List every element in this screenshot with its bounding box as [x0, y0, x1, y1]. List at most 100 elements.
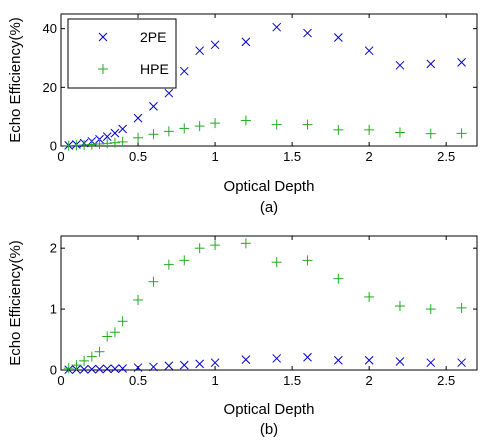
- data-point-hpe: [71, 360, 82, 371]
- data-point-2pe: [272, 354, 282, 363]
- data-point-2pe: [457, 58, 466, 67]
- data-point-hpe: [425, 304, 436, 315]
- data-point-2pe: [426, 358, 436, 368]
- data-point-2pe: [210, 40, 220, 50]
- x-tick-label: 1: [211, 373, 218, 388]
- data-point-2pe: [210, 358, 220, 368]
- data-point-2pe: [395, 357, 405, 366]
- data-point-hpe: [86, 351, 97, 362]
- data-point-hpe: [425, 128, 436, 139]
- x-tick-label: 2.5: [437, 373, 455, 388]
- data-point-hpe: [86, 139, 97, 150]
- data-point-hpe: [210, 118, 221, 129]
- data-point-2pe: [118, 124, 127, 134]
- data-point-2pe: [95, 364, 104, 374]
- data-point-2pe: [110, 364, 120, 374]
- data-point-hpe: [163, 126, 174, 137]
- x-tick-label: 1: [211, 149, 218, 164]
- panel-caption: (a): [260, 199, 278, 216]
- y-tick-label: 40: [43, 21, 57, 36]
- data-point-hpe: [194, 243, 205, 254]
- data-point-hpe: [394, 127, 405, 138]
- data-point-hpe: [179, 255, 190, 266]
- data-point-2pe: [110, 128, 120, 138]
- data-point-hpe: [109, 137, 120, 148]
- data-point-2pe: [426, 59, 436, 69]
- x-axis-label: Optical Depth: [224, 401, 315, 418]
- data-point-2pe: [272, 22, 282, 32]
- legend-box: [67, 18, 177, 89]
- x-tick-label: 2: [366, 149, 373, 164]
- data-point-2pe: [179, 66, 189, 76]
- data-point-2pe: [179, 360, 189, 370]
- y-tick-label: 2: [50, 241, 57, 256]
- y-axis-label: Echo Efficiency(%): [7, 240, 24, 366]
- data-point-hpe: [94, 138, 105, 149]
- data-point-hpe: [333, 273, 344, 284]
- data-point-2pe: [195, 46, 205, 56]
- y-tick-label: 1: [50, 302, 57, 317]
- data-point-2pe: [395, 60, 405, 70]
- data-point-2pe: [102, 132, 112, 141]
- data-point-hpe: [79, 140, 90, 151]
- data-point-hpe: [240, 238, 251, 249]
- data-point-hpe: [163, 259, 174, 270]
- data-point-2pe: [149, 362, 158, 372]
- legend-label-hpe: HPE: [140, 61, 169, 77]
- series-hpe: [63, 238, 467, 374]
- data-point-2pe: [333, 355, 343, 365]
- data-point-hpe: [148, 129, 159, 140]
- data-point-hpe: [333, 124, 344, 135]
- data-point-hpe: [179, 123, 190, 134]
- x-tick-label: 1.5: [283, 373, 301, 388]
- data-point-hpe: [102, 138, 113, 149]
- data-point-2pe: [333, 33, 343, 42]
- x-tick-label: 0.5: [129, 149, 147, 164]
- x-tick-label: 2: [366, 373, 373, 388]
- data-point-2pe: [364, 46, 374, 56]
- plot-area-frame: [60, 235, 478, 371]
- data-point-2pe: [102, 364, 112, 374]
- data-point-hpe: [302, 255, 313, 266]
- x-tick-label: 1.5: [283, 149, 301, 164]
- data-point-2pe: [364, 355, 374, 365]
- data-point-hpe: [456, 128, 467, 139]
- chart-panel-a: 0 0.5 1 1.5 2 2.5 0 20 40 Optical Depth (a) Echo Ef…: [7, 13, 478, 216]
- data-point-hpe: [271, 119, 282, 130]
- data-point-hpe: [117, 316, 128, 327]
- data-point-hpe: [271, 257, 282, 268]
- data-point-2pe: [133, 113, 143, 123]
- data-point-2pe: [457, 358, 466, 368]
- data-point-hpe: [394, 301, 405, 312]
- y-tick-label: 0: [50, 363, 57, 378]
- chart-panel-b: 0 0.5 1 1.5 2 2.5 0 1 2 Optical Depth (b) Echo Effi…: [7, 235, 478, 438]
- data-point-2pe: [133, 363, 143, 372]
- x-tick-label: 0: [57, 373, 64, 388]
- data-point-hpe: [102, 331, 113, 342]
- data-point-hpe: [117, 136, 128, 147]
- data-point-hpe: [302, 119, 313, 130]
- data-point-hpe: [456, 302, 467, 313]
- data-point-2pe: [118, 364, 127, 373]
- data-point-hpe: [109, 327, 120, 338]
- data-point-hpe: [210, 240, 221, 251]
- x-tick-label: 0: [57, 149, 64, 164]
- data-point-hpe: [79, 355, 90, 366]
- y-tick-label: 0: [50, 139, 57, 154]
- legend: 2PE HPE: [67, 18, 177, 89]
- data-point-hpe: [133, 294, 144, 305]
- data-point-hpe: [194, 121, 205, 132]
- data-point-hpe: [364, 291, 375, 302]
- data-point-2pe: [79, 365, 89, 374]
- x-axis-label: Optical Depth: [224, 178, 315, 195]
- y-tick-label: 20: [43, 80, 57, 95]
- data-point-hpe: [94, 346, 105, 357]
- data-point-2pe: [87, 364, 97, 374]
- legend-marker-2pe: [98, 32, 108, 42]
- data-point-hpe: [133, 132, 144, 143]
- x-tick-label: 0.5: [129, 373, 147, 388]
- data-point-2pe: [241, 37, 251, 47]
- panel-caption: (b): [260, 421, 278, 438]
- data-point-2pe: [164, 88, 174, 98]
